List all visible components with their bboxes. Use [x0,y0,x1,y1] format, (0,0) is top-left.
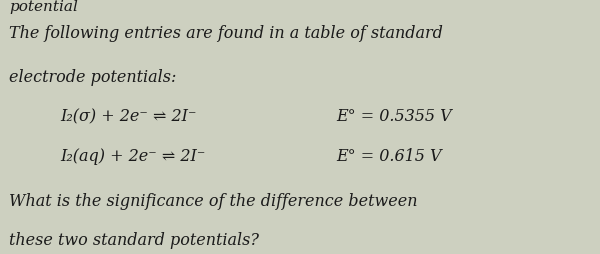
Text: What is the significance of the difference between: What is the significance of the differen… [9,192,418,209]
Text: E° = 0.5355 V: E° = 0.5355 V [336,108,452,125]
Text: I₂(σ) + 2e⁻ ⇌ 2I⁻: I₂(σ) + 2e⁻ ⇌ 2I⁻ [60,108,197,125]
Text: E° = 0.615 V: E° = 0.615 V [336,147,442,164]
Text: electrode potentials:: electrode potentials: [9,69,176,86]
Text: potential: potential [9,0,78,14]
Text: I₂(aq) + 2e⁻ ⇌ 2I⁻: I₂(aq) + 2e⁻ ⇌ 2I⁻ [60,147,205,164]
Text: these two standard potentials?: these two standard potentials? [9,231,259,248]
Text: The following entries are found in a table of standard: The following entries are found in a tab… [9,25,443,42]
